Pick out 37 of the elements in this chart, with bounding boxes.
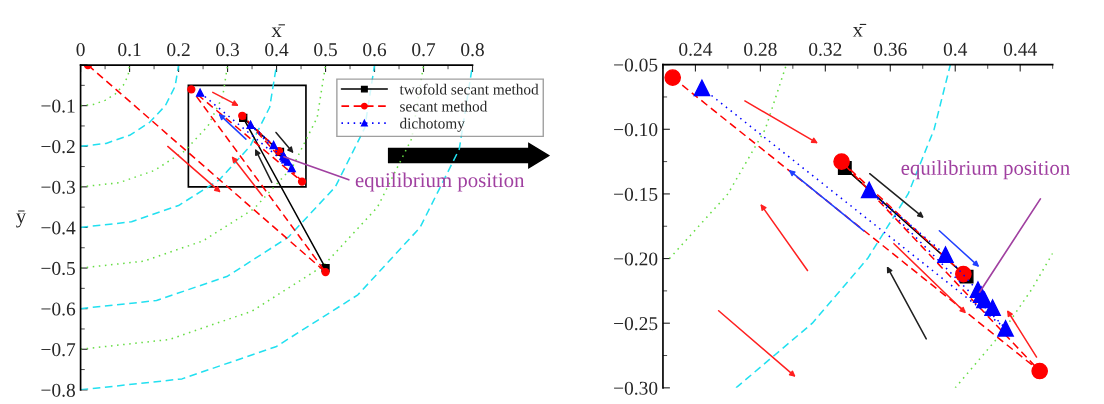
x-tick-label: 0.5 bbox=[314, 43, 337, 57]
x-tick-label: 0.44 bbox=[1003, 42, 1037, 56]
x-tick-label: 0.2 bbox=[167, 43, 190, 57]
x-tick-label: 0.6 bbox=[363, 43, 387, 57]
legend-label: secant method bbox=[400, 100, 488, 112]
x-tick-label: 0 bbox=[76, 43, 85, 57]
y-tick-label: −0.6 bbox=[41, 302, 76, 316]
y-tick-label: −0.25 bbox=[614, 317, 658, 331]
x-tick-label: 0.7 bbox=[412, 43, 436, 57]
y-tick-label: −0.2 bbox=[41, 140, 75, 154]
y-tick-label: −0.3 bbox=[41, 180, 75, 194]
annotation: equilibrium position bbox=[901, 160, 1070, 180]
y-tick-label: −0.30 bbox=[614, 381, 658, 395]
x-tick-label: 0.28 bbox=[744, 42, 777, 56]
x-axis-title: x̄ bbox=[852, 23, 867, 37]
x-axis-title: x̄ bbox=[271, 24, 285, 37]
legend-label: dichotomy bbox=[400, 117, 465, 132]
legend-label: twofold secant method bbox=[399, 83, 539, 95]
y-tick-label: −0.4 bbox=[41, 221, 76, 235]
x-tick-label: 0.4 bbox=[943, 42, 968, 56]
x-tick-label: 0.4 bbox=[265, 43, 289, 57]
y-tick-label: −0.05 bbox=[614, 58, 658, 72]
x-tick-label: 0.8 bbox=[461, 43, 484, 57]
x-tick-label: 0.36 bbox=[874, 42, 907, 56]
y-tick-label: −0.5 bbox=[41, 261, 75, 276]
x-tick-label: 0.24 bbox=[679, 42, 713, 56]
annotation: equilibrium position bbox=[355, 172, 525, 192]
x-tick-label: 0.3 bbox=[216, 43, 239, 57]
y-tick-label: −0.7 bbox=[41, 343, 76, 357]
y-axis-title: ȳ bbox=[16, 210, 27, 228]
y-tick-label: −0.8 bbox=[41, 383, 75, 397]
y-tick-label: −0.1 bbox=[41, 99, 75, 113]
x-tick-label: 0.32 bbox=[809, 42, 842, 56]
y-tick-label: −0.15 bbox=[614, 187, 658, 201]
x-tick-label: 0.1 bbox=[118, 43, 141, 57]
y-tick-label: −0.20 bbox=[614, 252, 658, 266]
y-tick-label: −0.10 bbox=[614, 123, 658, 137]
